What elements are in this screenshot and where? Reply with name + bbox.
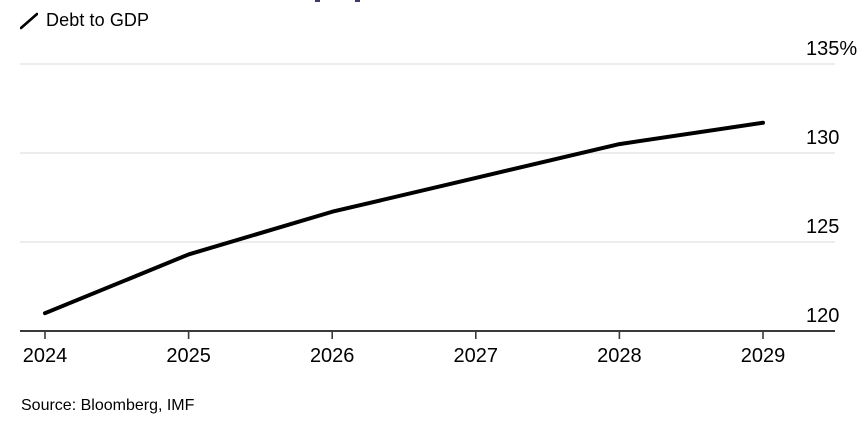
x-axis-label: 2029	[741, 345, 786, 367]
x-axis-label: 2025	[166, 345, 211, 367]
x-axis-label: 2028	[597, 345, 642, 367]
y-axis-label: 130	[806, 127, 839, 149]
cropped-text-remnant	[315, 0, 320, 2]
x-axis-label: 2027	[454, 345, 499, 367]
source-attribution: Source: Bloomberg, IMF	[21, 397, 195, 414]
line-series-marker-icon	[20, 12, 38, 29]
x-axis-label: 2026	[310, 345, 355, 367]
data-line-debt-to-gdp	[43, 120, 765, 316]
y-axis-label: 120	[806, 305, 839, 327]
y-axis-label: 125	[806, 216, 839, 238]
y-axis-label: 135%	[806, 38, 857, 60]
x-axis-label: 2024	[23, 345, 68, 367]
cropped-text-remnant	[355, 0, 360, 2]
legend-label: Debt to GDP	[46, 10, 150, 30]
chart-legend: Debt to GDP	[20, 10, 149, 31]
